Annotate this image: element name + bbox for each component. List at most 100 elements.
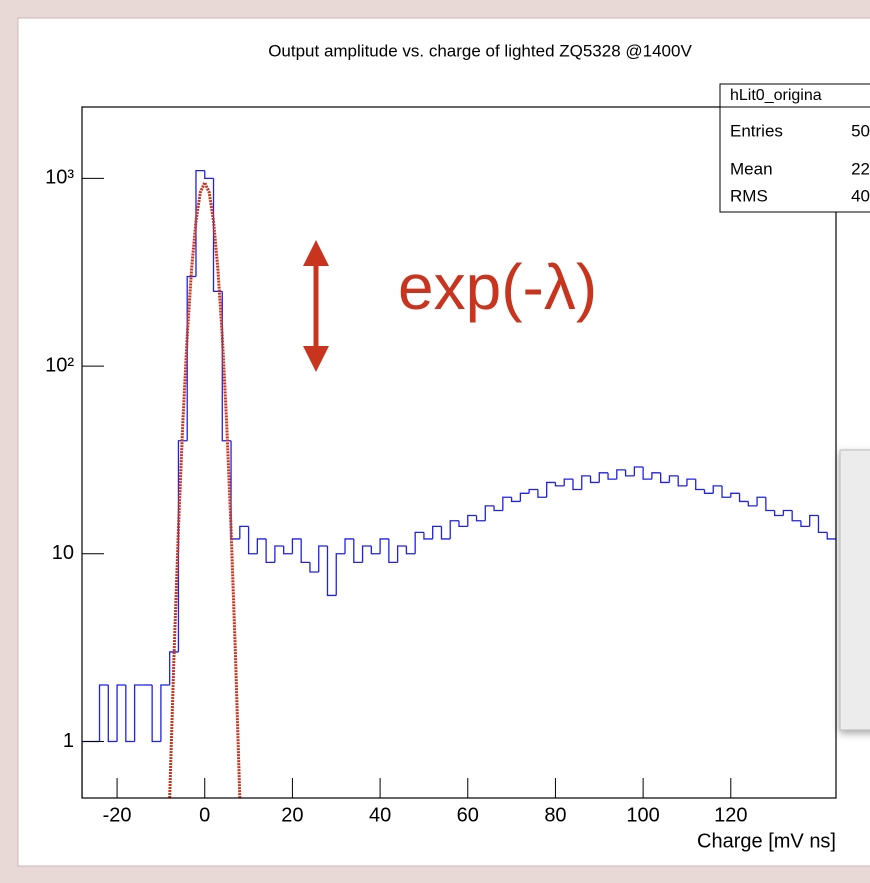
histogram-bin bbox=[484, 505, 495, 521]
x-tick-label: 20 bbox=[281, 804, 303, 826]
histogram-bin bbox=[388, 538, 398, 564]
x-tick-label: -20 bbox=[103, 804, 132, 826]
histogram-bin bbox=[773, 510, 784, 517]
histogram-bin bbox=[467, 514, 477, 527]
histogram-bin bbox=[405, 546, 416, 555]
arrow-head bbox=[303, 240, 329, 266]
histogram-bin bbox=[283, 546, 293, 555]
histogram-bin bbox=[116, 684, 126, 742]
histogram-bin bbox=[247, 526, 258, 555]
histogram-bin bbox=[370, 546, 381, 555]
arrow-head bbox=[303, 346, 329, 372]
histogram-bin bbox=[309, 562, 319, 573]
histogram-bin bbox=[107, 684, 118, 743]
axes: -20 0 20 40 60 80 100 120 1 10 10² 10³ bbox=[45, 167, 747, 827]
y-tick-label: 1 bbox=[63, 730, 74, 752]
histogram-bin bbox=[423, 532, 433, 540]
histogram-bin bbox=[791, 510, 801, 522]
histogram-bin bbox=[572, 479, 582, 491]
histogram-bin bbox=[195, 169, 205, 277]
histogram-bin bbox=[291, 538, 302, 554]
histogram-bin bbox=[414, 531, 424, 554]
histogram-bin bbox=[765, 497, 775, 512]
fit-curve bbox=[168, 178, 242, 798]
histogram-bin bbox=[826, 532, 836, 540]
x-axis-label: Charge [mV ns] bbox=[697, 830, 836, 852]
x-tick-label: 80 bbox=[544, 804, 566, 826]
x-tick-label: 60 bbox=[457, 804, 479, 826]
histogram-bin bbox=[738, 493, 749, 503]
histogram-bin bbox=[546, 481, 556, 498]
histogram-bin bbox=[686, 478, 696, 486]
histogram-bin bbox=[169, 651, 179, 685]
histogram-bin bbox=[660, 472, 670, 484]
histogram-bin bbox=[475, 515, 486, 522]
histogram-bin bbox=[519, 492, 530, 502]
histogram-bin bbox=[133, 684, 144, 742]
histogram-bin bbox=[318, 545, 328, 572]
histogram-bin bbox=[668, 475, 679, 483]
histogram-bin bbox=[344, 538, 354, 554]
x-tick-label: 40 bbox=[369, 804, 391, 826]
histogram-bin bbox=[502, 496, 512, 511]
plot-area bbox=[82, 169, 836, 798]
histogram-bin bbox=[616, 469, 626, 480]
histogram-bin bbox=[449, 520, 459, 539]
histogram-bin bbox=[703, 489, 714, 494]
histogram-bin bbox=[361, 545, 372, 563]
histogram-bin bbox=[730, 492, 740, 498]
histogram-bin bbox=[125, 684, 135, 743]
chart-title: Output amplitude vs. charge of lighted Z… bbox=[268, 41, 692, 60]
histogram-bin bbox=[554, 482, 565, 487]
histogram-bin bbox=[747, 501, 758, 507]
histogram-bin bbox=[537, 489, 547, 498]
histogram-bin bbox=[177, 440, 188, 652]
histogram-bin bbox=[379, 538, 389, 554]
stats-label: Mean bbox=[730, 159, 773, 178]
stats-label: Entries bbox=[730, 121, 783, 140]
histogram-bin bbox=[809, 514, 819, 527]
histogram-bin bbox=[432, 525, 442, 539]
histogram-bin bbox=[204, 170, 214, 180]
plot-frame bbox=[81, 106, 837, 799]
overlay-window bbox=[839, 449, 870, 731]
histogram-bin bbox=[186, 275, 196, 441]
stats-value: 22 bbox=[851, 159, 870, 178]
histogram-bin bbox=[300, 538, 310, 564]
histogram-bin bbox=[265, 538, 275, 564]
histogram-bin bbox=[396, 545, 407, 563]
histogram-bin bbox=[782, 509, 793, 516]
histogram-bin bbox=[510, 497, 521, 503]
stats-label: RMS bbox=[730, 186, 768, 205]
histogram-bin bbox=[239, 525, 249, 539]
histogram-bin bbox=[528, 488, 538, 494]
histogram-bin bbox=[440, 526, 451, 540]
histogram-bin bbox=[598, 472, 609, 483]
histogram-bin bbox=[721, 485, 731, 498]
histogram-bin bbox=[633, 466, 644, 476]
stats-frame bbox=[719, 83, 870, 213]
histogram-bin bbox=[695, 479, 705, 491]
stats-title: hLit0_origina bbox=[730, 87, 822, 104]
histogram-bin bbox=[160, 684, 170, 742]
histogram-bin bbox=[563, 478, 573, 486]
histogram-bin bbox=[353, 538, 363, 564]
histogram-bin bbox=[817, 515, 828, 534]
stats-value: 40 bbox=[851, 186, 870, 205]
histogram-bin bbox=[151, 684, 161, 743]
histogram-bin bbox=[256, 538, 267, 554]
annotation: exp(-λ) bbox=[303, 240, 597, 372]
stats-box: hLit0_origina Entries 50 Mean 22 RMS 40 bbox=[719, 83, 870, 213]
histogram-bin bbox=[326, 546, 337, 597]
x-tick-label: 0 bbox=[199, 804, 210, 826]
y-tick-label: 10³ bbox=[45, 167, 74, 189]
histogram-bin bbox=[98, 684, 109, 742]
histogram-bin bbox=[589, 475, 600, 484]
histogram-bin bbox=[274, 545, 284, 563]
y-tick-label: 10² bbox=[45, 354, 74, 376]
stats-value: 50 bbox=[851, 121, 870, 140]
histogram-bin bbox=[335, 553, 346, 596]
y-tick-label: 10 bbox=[52, 542, 74, 564]
